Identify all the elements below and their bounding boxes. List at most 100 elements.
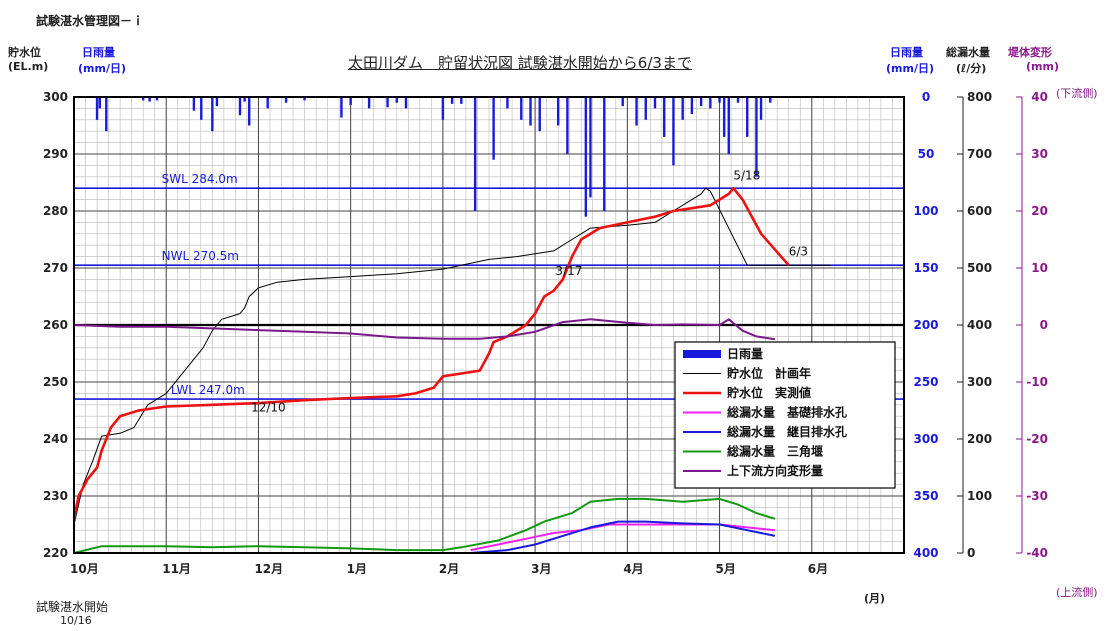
rain-bar — [755, 97, 758, 177]
y-leak-tick-label: 0 — [967, 546, 975, 560]
rain-bar — [538, 97, 541, 132]
y-deform-tick-label: 40 — [1031, 90, 1048, 104]
y-deform-tick-label: 20 — [1031, 204, 1048, 218]
rain-bar — [155, 97, 159, 101]
y-deform-tick-label: 30 — [1031, 147, 1048, 161]
rain-bar — [243, 97, 246, 102]
legend-entry-label: 総漏水量 基礎排水孔 — [727, 405, 847, 420]
y-rain-tick-label: 350 — [913, 489, 938, 503]
y-leak-tick-label: 400 — [967, 318, 992, 332]
rain-bar — [367, 97, 371, 109]
rain-bar — [450, 97, 454, 104]
y-leak-tick-label: 200 — [967, 432, 992, 446]
rain-bar — [105, 97, 108, 132]
rain-bar — [635, 97, 638, 126]
y-water-tick-label: 220 — [43, 546, 68, 560]
start-label: 試験湛水開始 — [36, 600, 109, 614]
legend-entry-label: 貯水位 計画年 — [727, 366, 811, 381]
rain-bar — [681, 97, 684, 120]
y-water-tick-label: 250 — [43, 375, 68, 389]
rain-bar — [603, 97, 606, 211]
y-deform-tick-label: -20 — [1026, 432, 1048, 446]
upstream-label: (上流側) — [1056, 586, 1098, 599]
y-rain-tick-label: 50 — [918, 147, 935, 161]
y-leak-tick-label: 600 — [967, 204, 992, 218]
rain-bars — [95, 97, 772, 217]
water-level-axis-unit: (EL.m) — [8, 60, 49, 73]
rain-bar — [95, 97, 99, 120]
rain-bar — [98, 97, 102, 109]
chart-title: 太田川ダム 貯留状況図 試験湛水開始から6/3まで — [348, 54, 692, 72]
rain-bar — [759, 97, 763, 120]
legend-entry-label: 日雨量 — [727, 347, 763, 361]
series-line — [73, 497, 776, 554]
rain-bar — [460, 97, 463, 104]
downstream-label: (下流側) — [1056, 87, 1098, 100]
series-line — [73, 318, 776, 341]
x-month-tick-label: 4月 — [623, 562, 643, 576]
rain-bar — [709, 97, 712, 109]
deform-axis-unit: (mm) — [1026, 60, 1059, 73]
rain-bar — [473, 97, 477, 211]
annotation-label: 6/3 — [789, 244, 808, 258]
rain-bar — [584, 97, 588, 217]
legend-entry-label: 総漏水量 継目排水孔 — [727, 424, 847, 439]
rain-bar — [211, 97, 214, 132]
annotations: 5/18 6/3 3/17 12/10 — [251, 169, 808, 415]
rain-bar — [284, 97, 288, 103]
y-water-tick-label: 300 — [43, 90, 68, 104]
reference-line-label: SWL 284.0m — [162, 172, 238, 186]
rain-bar — [589, 97, 592, 198]
x-month-tick-label: 6月 — [808, 562, 828, 576]
y-rain-tick-label: 250 — [913, 375, 938, 389]
rain-bar — [248, 97, 251, 126]
rain-bar — [653, 97, 657, 109]
month-unit-label: (月) — [864, 592, 886, 605]
rain-bar — [192, 97, 196, 111]
y-leak-tick-label: 100 — [967, 489, 992, 503]
rain-bar — [736, 97, 740, 103]
legend-entry-label: 総漏水量 三角堰 — [727, 444, 823, 459]
rain-axis-right-unit: (mm/日) — [886, 62, 934, 75]
rain-bar — [404, 97, 408, 109]
leak-axis-unit: (ℓ/分) — [956, 62, 987, 75]
y-water-tick-label: 260 — [43, 318, 68, 332]
rain-bar — [340, 97, 343, 118]
deform-axis-label: 堤体変形 — [1008, 46, 1052, 59]
rain-bar — [141, 97, 145, 101]
axis-ticks: 3002902802702602502402302200501001502002… — [43, 90, 1048, 576]
rain-bar — [215, 97, 219, 107]
water-level-axis-label: 貯水位 — [8, 46, 41, 59]
x-month-tick-label: 12月 — [254, 562, 283, 576]
x-month-tick-label: 3月 — [531, 562, 551, 576]
y-deform-tick-label: -40 — [1026, 546, 1048, 560]
rain-axis-right-label: 日雨量 — [890, 46, 923, 59]
y-rain-tick-label: 200 — [913, 318, 938, 332]
y-water-tick-label: 270 — [43, 261, 68, 275]
rain-bar — [746, 97, 749, 137]
rain-bar — [690, 97, 694, 115]
rain-axis-left-label: 日雨量 — [82, 46, 115, 59]
rain-bar — [386, 97, 389, 108]
rain-axis-left-unit: (mm/日) — [78, 62, 126, 75]
rain-bar — [556, 97, 560, 126]
y-deform-tick-label: -10 — [1026, 375, 1048, 389]
rain-bar — [722, 97, 726, 137]
rain-bar — [200, 97, 203, 120]
series-line — [72, 186, 790, 520]
y-leak-tick-label: 500 — [967, 261, 992, 275]
y-water-tick-label: 290 — [43, 147, 68, 161]
rain-bar — [529, 97, 532, 126]
rain-bar — [303, 97, 306, 101]
x-month-tick-label: 5月 — [716, 562, 736, 576]
rain-bar — [395, 97, 398, 103]
y-rain-tick-label: 300 — [913, 432, 938, 446]
rain-bar — [672, 97, 675, 166]
x-month-tick-label: 2月 — [439, 562, 459, 576]
rain-bar — [621, 97, 624, 107]
figure-label: 試験湛水管理図－ｉ — [36, 14, 145, 28]
x-month-tick-label: 11月 — [162, 562, 191, 576]
rain-bar — [148, 97, 151, 102]
plot-frame — [73, 96, 905, 554]
